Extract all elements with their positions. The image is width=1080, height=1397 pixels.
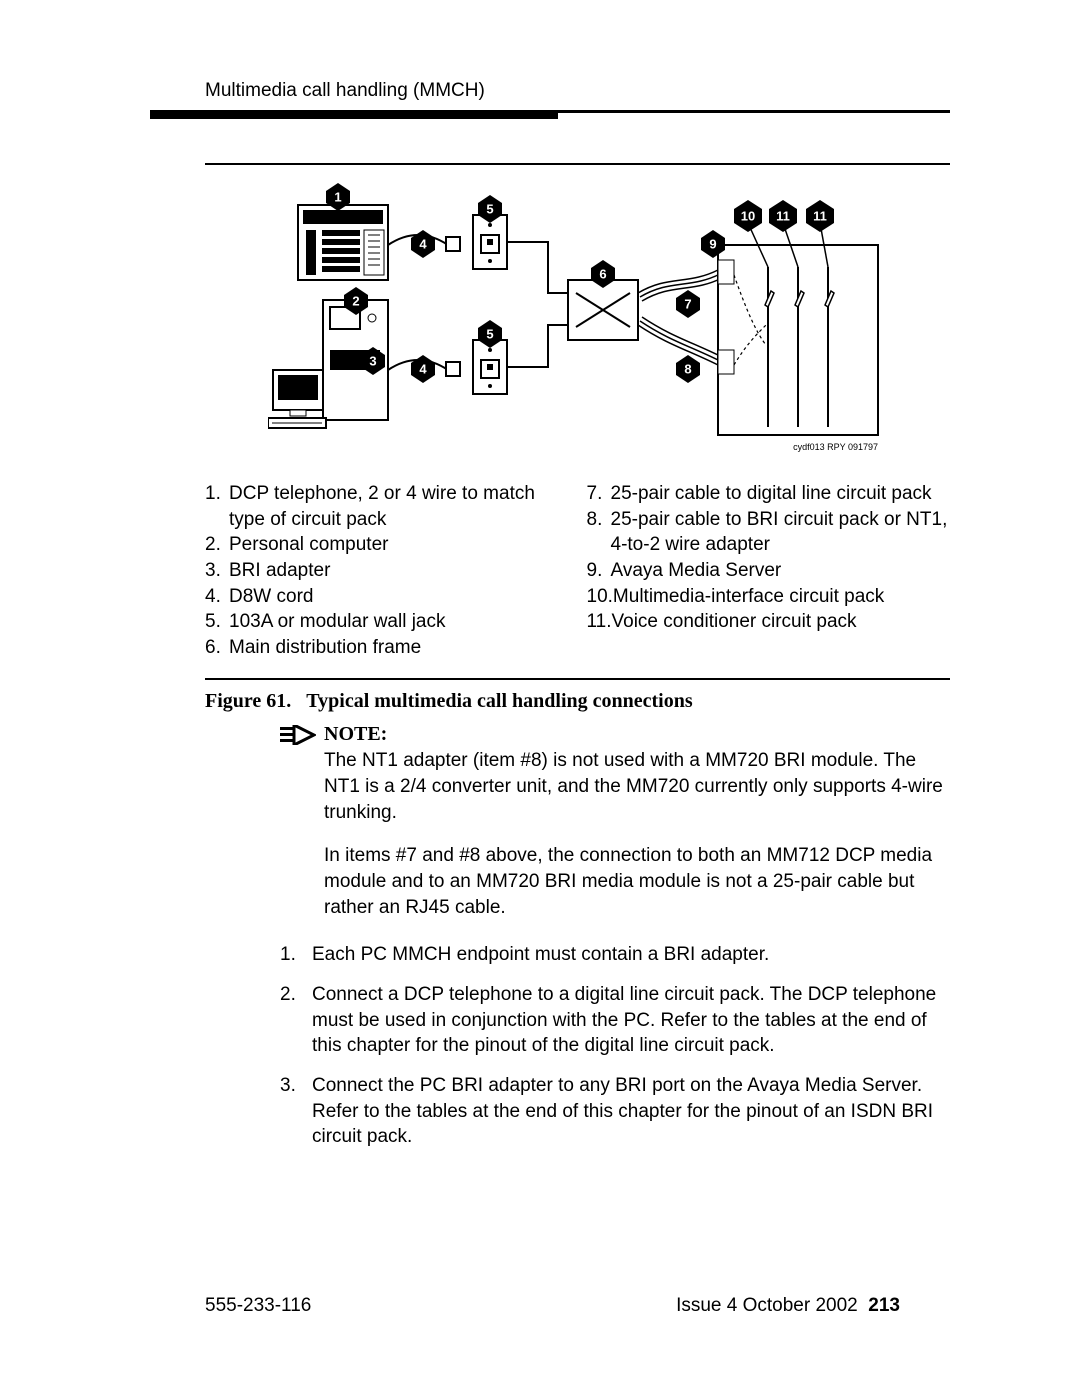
cable-8 — [638, 317, 722, 365]
note-arrow-icon — [280, 725, 316, 745]
figure-caption-label: Figure 61. — [205, 690, 291, 712]
dcp-telephone-icon — [298, 205, 388, 280]
svg-text:4: 4 — [419, 237, 427, 252]
connection-diagram: cydf013 RPY 091797 1 2 3 4 5 6 7 8 — [268, 175, 888, 475]
legend-right-column: 7.25-pair cable to digital line circuit … — [587, 481, 951, 660]
wall-jack-bottom — [473, 340, 507, 394]
figure-legend: 1.DCP telephone, 2 or 4 wire to match ty… — [205, 481, 950, 660]
running-head: Multimedia call handling (MMCH) — [205, 80, 950, 102]
svg-text:5: 5 — [486, 202, 493, 217]
main-distribution-frame-icon — [568, 280, 638, 340]
top-rule — [150, 110, 950, 113]
page-number: 213 — [868, 1295, 900, 1316]
figure-bottom-rule — [205, 678, 950, 680]
note-paragraph: In items #7 and #8 above, the connection… — [324, 843, 950, 920]
svg-text:7: 7 — [684, 297, 691, 312]
note-paragraph: The NT1 adapter (item #8) is not used wi… — [324, 748, 950, 825]
figure-region: cydf013 RPY 091797 1 2 3 4 5 6 7 8 — [205, 163, 950, 713]
wall-jack-top — [473, 215, 507, 269]
svg-text:5: 5 — [486, 327, 493, 342]
svg-text:10: 10 — [740, 209, 754, 224]
note-label: NOTE: — [324, 723, 387, 746]
media-server-icon — [718, 245, 878, 435]
page-footer: 555-233-116 Issue 4 October 2002 213 — [205, 1295, 900, 1317]
svg-text:3: 3 — [369, 354, 376, 369]
svg-text:4: 4 — [419, 362, 427, 377]
svg-text:11: 11 — [813, 209, 827, 224]
svg-text:8: 8 — [684, 362, 691, 377]
note-block: NOTE: The NT1 adapter (item #8) is not u… — [280, 723, 950, 920]
step-item: 3. Connect the PC BRI adapter to any BRI… — [280, 1073, 950, 1150]
svg-text:1: 1 — [334, 190, 341, 205]
legend-left-column: 1.DCP telephone, 2 or 4 wire to match ty… — [205, 481, 569, 660]
procedure-steps: 1. Each PC MMCH endpoint must contain a … — [280, 942, 950, 1149]
figure-top-rule — [205, 163, 950, 165]
jack-to-mdf-lines — [507, 242, 568, 367]
svg-text:9: 9 — [709, 237, 716, 252]
figure-caption-text: Typical multimedia call handling connect… — [306, 690, 692, 712]
doc-number: 555-233-116 — [205, 1295, 311, 1317]
svg-text:2: 2 — [352, 294, 359, 309]
figure-caption: Figure 61. Typical multimedia call handl… — [205, 690, 950, 713]
svg-text:6: 6 — [599, 267, 606, 282]
step-item: 2. Connect a DCP telephone to a digital … — [280, 982, 950, 1059]
issue-date: Issue 4 October 2002 — [676, 1295, 858, 1316]
svg-text:11: 11 — [776, 209, 790, 224]
drawing-reference: cydf013 RPY 091797 — [793, 442, 878, 452]
step-item: 1. Each PC MMCH endpoint must contain a … — [280, 942, 950, 968]
